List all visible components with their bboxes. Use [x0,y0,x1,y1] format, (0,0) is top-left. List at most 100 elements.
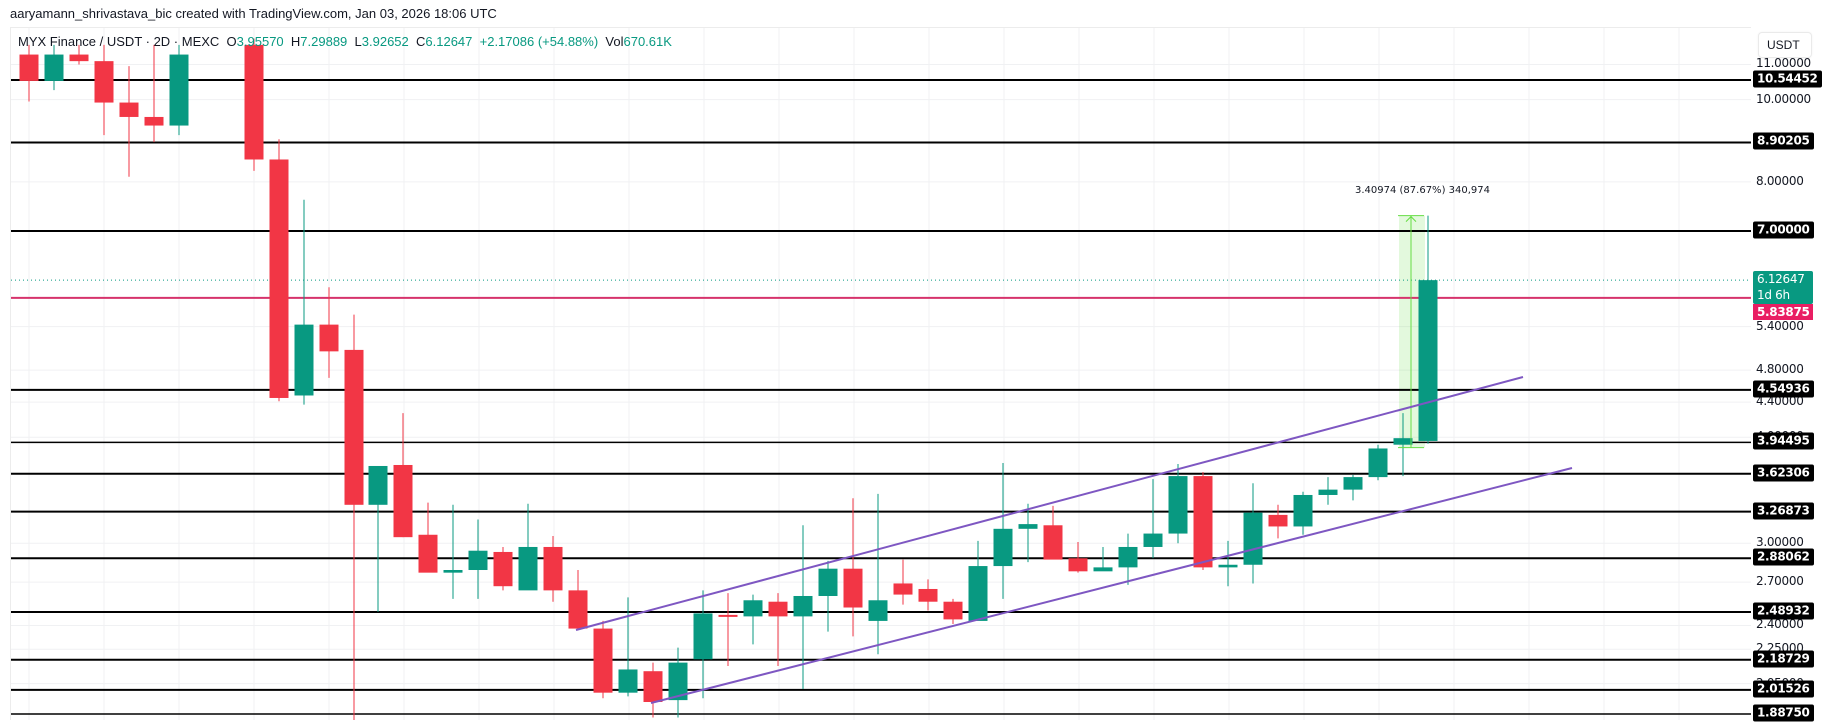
candle-body-down [269,159,289,398]
price-tick-label: 2.40000 [1756,617,1804,632]
candle-body-up [44,54,64,81]
candle-body-up [868,600,888,621]
candle-body-up [1168,476,1188,534]
last-price-label: 6.12647 1d 6h [1753,271,1813,304]
candle-body-up [1293,494,1313,527]
candle-body-up [818,568,838,596]
level-price-label: 3.26873 [1753,502,1814,520]
candle-body-down [1068,558,1088,572]
last-price-value: 6.12647 [1757,272,1805,286]
candle-body-down [593,628,613,693]
alert-price-label: 5.83875 [1753,304,1813,320]
candle-body-up [743,600,763,617]
level-price-label: 7.00000 [1753,221,1814,239]
candle-body-up [1393,438,1413,445]
candle-body-down [144,116,164,126]
level-price-label: 2.48932 [1753,602,1814,620]
volume-label: Vol [605,34,624,49]
level-price-label: 3.62306 [1753,464,1814,482]
candle-body-up [968,566,988,621]
candle-body-up [1368,448,1388,478]
candle-body-down [344,349,364,505]
candlestick-plot[interactable] [11,28,1751,720]
candle-body-up [294,324,314,396]
candle-body-down [543,546,563,591]
candle-body-up [1118,546,1138,568]
candle-body-up [1343,477,1363,490]
currency-unit-button[interactable]: USDT [1758,32,1812,58]
measure-tool-label: 3.40974 (87.67%) 340,974 [1355,184,1490,196]
candle-body-down [244,44,264,160]
price-tick-label: 4.80000 [1756,362,1804,377]
level-price-label: 1.88750 [1753,704,1814,722]
level-price-label: 2.01526 [1753,680,1814,698]
candle-body-up [668,662,688,701]
candle-body-down [568,590,588,629]
low-label: L [354,34,362,49]
candle-body-up [1093,567,1113,572]
bar-countdown: 1d 6h [1757,288,1790,302]
measure-arrowhead-icon [1405,215,1417,222]
level-price-label: 4.54936 [1753,380,1814,398]
candle-body-up [618,669,638,693]
level-price-label: 2.18729 [1753,650,1814,668]
candle-body-down [1193,476,1213,568]
candle-body-up [1318,489,1338,495]
channel-upper-line[interactable] [575,376,1524,631]
low-value: 3.92652 [361,34,409,49]
level-price-label: 3.94495 [1753,432,1814,450]
high-value: 7.29889 [300,34,348,49]
candle-body-down [1268,514,1288,527]
candle-body-down [718,614,738,617]
level-price-label: 8.90205 [1753,132,1814,150]
candle-body-down [643,671,663,703]
candle-body-up [1018,524,1038,529]
candle-body-down [943,601,963,620]
price-tick-label: 8.00000 [1756,173,1804,188]
candle-body-up [993,528,1013,567]
close-value: 6.12647 [425,34,473,49]
volume-value: 670.61K [623,34,672,49]
candle-body-up [693,613,713,660]
symbol-title[interactable]: MYX Finance / USDT · 2D · MEXC [18,34,220,49]
price-tick-label: 3.00000 [1756,535,1804,550]
candle-body-up [1218,564,1238,568]
candle-body-down [119,102,139,117]
candle-body-down [94,61,114,103]
open-value: 3.95570 [236,34,284,49]
candle-body-down [893,583,913,595]
candle-body-up [443,570,463,573]
candle-body-up [169,54,189,126]
candle-body-up [518,546,538,591]
candle-body-up [793,595,813,617]
price-tick-label: 10.00000 [1756,91,1811,106]
candle-body-down [393,464,413,538]
candle-body-up [468,550,488,571]
candle-body-up [1143,533,1163,547]
candle-body-down [1043,525,1063,560]
level-price-label: 2.88062 [1753,548,1814,566]
candle-body-down [418,534,438,573]
price-tick-label: 2.70000 [1756,574,1804,589]
candle-body-down [768,601,788,617]
change-value: +2.17086 (+54.88%) [479,34,599,49]
close-label: C [416,34,426,49]
price-tick-label: 4.40000 [1756,394,1804,409]
candle-body-down [843,568,863,608]
candle-body-down [918,588,938,602]
chart-attribution: aaryamann_shrivastava_bic created with T… [10,6,497,21]
candle-body-up [1243,512,1263,565]
price-tick-label: 5.40000 [1756,318,1804,333]
price-tick-label: 11.00000 [1756,56,1811,71]
channel-lower-line[interactable] [650,467,1573,704]
candle-body-up [1418,280,1438,441]
candle-body-down [19,54,39,81]
chart-pane[interactable] [10,27,1751,720]
high-label: H [290,34,301,49]
level-price-label: 10.54452 [1753,70,1822,88]
candle-body-down [69,54,89,62]
candle-body-down [319,324,339,352]
symbol-legend: MYX Finance / USDT · 2D · MEXC O3.95570 … [18,34,672,49]
open-label: O [226,34,237,49]
candle-body-down [493,551,513,587]
